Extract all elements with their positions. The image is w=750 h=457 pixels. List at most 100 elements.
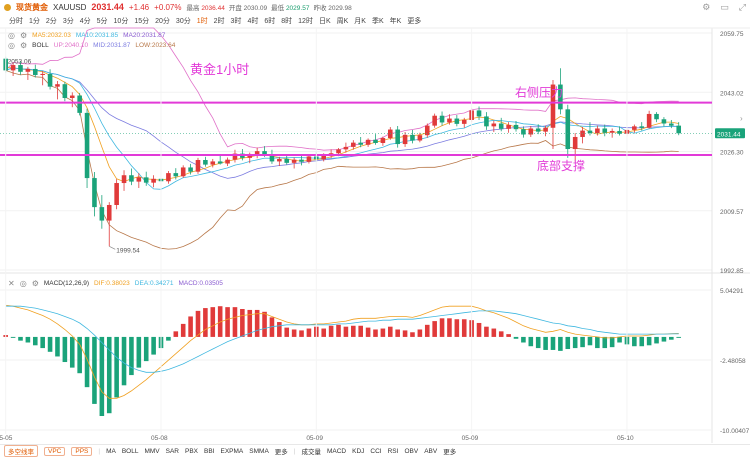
- period-tabs: 分时 1分 2分 3分 4分 5分 10分 15分 20分 30分 1时 2时 3时 4时 6时 8时 12时日…: [0, 15, 424, 27]
- period-tab-19[interactable]: 月K: [354, 18, 366, 25]
- gear-icon[interactable]: ⚙: [31, 279, 39, 288]
- candle-body: [432, 115, 437, 126]
- period-tab-17[interactable]: 日K: [318, 18, 331, 25]
- candle-body: [84, 112, 90, 179]
- macd-histogram-bar: [550, 336, 556, 350]
- macd-histogram-bar: [99, 336, 105, 417]
- period-tab-2[interactable]: 2分: [45, 18, 57, 25]
- macd-histogram-bar: [358, 325, 363, 337]
- period-tab-10[interactable]: 1时: [196, 18, 208, 25]
- candle-body: [114, 183, 119, 205]
- main-indicator-7[interactable]: SMMA: [249, 447, 269, 455]
- sub-indicator-0[interactable]: 成交量: [301, 449, 321, 456]
- main-indicator-4[interactable]: PBX: [185, 447, 199, 455]
- macd-histogram-bar: [40, 336, 45, 349]
- main-indicator-1[interactable]: BOLL: [121, 447, 139, 455]
- period-tab-13[interactable]: 4时: [247, 18, 259, 25]
- boll-legend: ◎ ⚙ BOLL UP:2040.10 MID:2031.87 LOW:2023…: [8, 41, 175, 50]
- legend-macd-value: MACD:0.03505: [178, 280, 223, 287]
- macd-histogram-bar: [25, 336, 31, 343]
- settings-icon[interactable]: ⚙: [702, 2, 711, 12]
- period-tab-1[interactable]: 1分: [29, 18, 40, 25]
- period-tab-6[interactable]: 10分: [113, 18, 129, 25]
- macd-y-tick-label: -2.48058: [720, 358, 746, 365]
- period-tab-15[interactable]: 8时: [281, 18, 293, 25]
- sub-indicator-7[interactable]: 更多: [443, 449, 457, 456]
- candle-body: [550, 84, 556, 128]
- toolbar-right: ⚙ ▭ ⤢: [702, 2, 746, 13]
- sub-indicator-6[interactable]: ABV: [424, 447, 438, 455]
- sub-indicator-1[interactable]: MACD: [326, 447, 347, 455]
- candle-body: [269, 155, 275, 162]
- quote-stats: 最高 2036.44 开盘 2030.09 最低 2029.57 昨收 2029.98: [187, 2, 352, 12]
- period-tab-16[interactable]: 12时: [298, 18, 313, 25]
- main-indicator-2[interactable]: MMV: [144, 447, 160, 455]
- period-tab-21[interactable]: 年K: [389, 18, 402, 25]
- level-label-0: 右侧压力: [515, 85, 563, 100]
- period-tab-14[interactable]: 6时: [264, 18, 276, 25]
- macd-histogram-bar: [506, 334, 511, 337]
- macd-histogram-bar: [424, 324, 430, 337]
- strategy-chip-2[interactable]: PPS: [71, 446, 93, 456]
- quote-stat-1: 开盘 2030.09: [228, 5, 268, 12]
- macd-histogram-bar: [439, 318, 445, 337]
- period-tab-7[interactable]: 15分: [134, 18, 150, 25]
- current-price-label: 2031.44: [717, 131, 741, 138]
- divider: |: [98, 447, 101, 455]
- candle-body: [513, 124, 519, 130]
- candle-body: [669, 123, 674, 126]
- macd-histogram-bar: [84, 336, 90, 388]
- period-tab-20[interactable]: 季K: [371, 18, 384, 25]
- gear-icon[interactable]: ⚙: [19, 41, 28, 50]
- main-indicator-8[interactable]: 更多: [274, 449, 288, 456]
- legend-macd-dea: DEA:0.34271: [134, 280, 174, 287]
- sub-indicator-4[interactable]: RSI: [387, 447, 399, 455]
- period-tab-18[interactable]: 周K: [336, 18, 349, 25]
- period-tab-5[interactable]: 5分: [96, 18, 108, 25]
- macd-histogram-bar: [195, 310, 201, 337]
- candle-body: [284, 158, 290, 163]
- screenshot-icon[interactable]: ▭: [720, 2, 729, 12]
- eye-icon[interactable]: ◎: [8, 31, 15, 40]
- candle-body: [543, 127, 548, 132]
- period-tab-0[interactable]: 分时: [9, 18, 23, 25]
- period-tab-11[interactable]: 2时: [213, 18, 225, 25]
- candle-body: [69, 95, 75, 99]
- close-icon[interactable]: ✕: [8, 279, 15, 288]
- macd-histogram-bar: [173, 331, 179, 337]
- macd-histogram-bar: [284, 327, 290, 337]
- period-tab-9[interactable]: 30分: [175, 18, 191, 25]
- period-tab-3[interactable]: 3分: [62, 18, 74, 25]
- eye-icon[interactable]: ◎: [8, 41, 15, 50]
- strategy-chip-1[interactable]: VPC: [44, 446, 66, 456]
- candle-body: [395, 129, 400, 145]
- gear-icon[interactable]: ⚙: [19, 31, 28, 40]
- period-tab-8[interactable]: 20分: [155, 18, 170, 25]
- sub-indicator-2[interactable]: KDJ: [352, 447, 365, 455]
- candle-body: [62, 84, 68, 99]
- symbol-label[interactable]: 现货黄金: [16, 2, 48, 12]
- last-price: 2031.44: [91, 2, 124, 12]
- period-tab-4[interactable]: 4分: [79, 18, 91, 25]
- macd-histogram-bar: [18, 336, 23, 341]
- period-tab-22[interactable]: 更多: [407, 18, 422, 25]
- period-tab-12[interactable]: 3时: [230, 18, 242, 25]
- main-indicator-3[interactable]: SAR: [165, 447, 180, 455]
- main-indicator-0[interactable]: MA: [106, 447, 116, 455]
- macd-histogram-bar: [617, 336, 622, 343]
- fullscreen-icon[interactable]: ⤢: [738, 2, 746, 12]
- candle-body: [291, 159, 297, 163]
- macd-histogram-bar: [535, 336, 541, 349]
- macd-histogram-bar: [558, 336, 563, 351]
- candle-body: [447, 118, 452, 123]
- main-indicator-6[interactable]: EXPMA: [220, 447, 244, 455]
- sub-indicator-3[interactable]: CCI: [370, 447, 382, 455]
- macd-histogram-bar: [609, 336, 615, 348]
- macd-histogram-bar: [632, 336, 637, 347]
- strategy-chip-0[interactable]: 多空线率: [4, 445, 38, 457]
- main-indicator-5[interactable]: BBI: [204, 447, 215, 455]
- eye-icon[interactable]: ◎: [19, 279, 27, 288]
- candle-body: [232, 153, 238, 160]
- chart-annotation-title: 黄金1小时: [190, 62, 249, 77]
- sub-indicator-5[interactable]: OBV: [404, 447, 419, 455]
